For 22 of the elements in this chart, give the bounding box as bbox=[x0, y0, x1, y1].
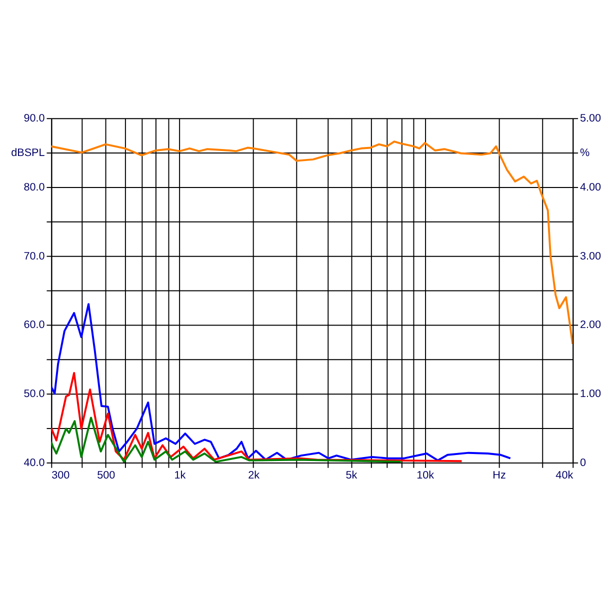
y2-tick-label: 5.00 bbox=[580, 112, 602, 125]
y-tick-label: 40.0 bbox=[24, 456, 45, 469]
x-tick-label: 300 bbox=[52, 470, 70, 482]
y-tick-label: 80.0 bbox=[24, 181, 45, 194]
x-tick-label: Hz bbox=[492, 470, 506, 482]
x-tick-label: 2k bbox=[248, 470, 260, 482]
y2-tick-label: 0 bbox=[580, 456, 586, 469]
y2-tick-label: 1.00 bbox=[580, 388, 602, 400]
x-tick-label: 5k bbox=[346, 470, 358, 482]
y-tick-label: dBSPL bbox=[11, 146, 45, 159]
y-tick-label: 70.0 bbox=[24, 250, 45, 262]
y2-tick-label: 3.00 bbox=[580, 250, 602, 262]
y-tick-label: 90.0 bbox=[24, 112, 45, 125]
x-tick-label: 40k bbox=[556, 470, 574, 482]
x-tick-label: 500 bbox=[97, 470, 116, 482]
y-tick-label: 60.0 bbox=[24, 319, 45, 332]
y2-tick-label: 2.00 bbox=[580, 319, 602, 332]
x-tick-label: 1k bbox=[174, 470, 186, 482]
x-tick-label: 10k bbox=[416, 470, 435, 482]
y-tick-label: 50.0 bbox=[24, 388, 45, 400]
y2-tick-label: 4.00 bbox=[580, 181, 602, 194]
y2-tick-label: % bbox=[580, 146, 590, 159]
